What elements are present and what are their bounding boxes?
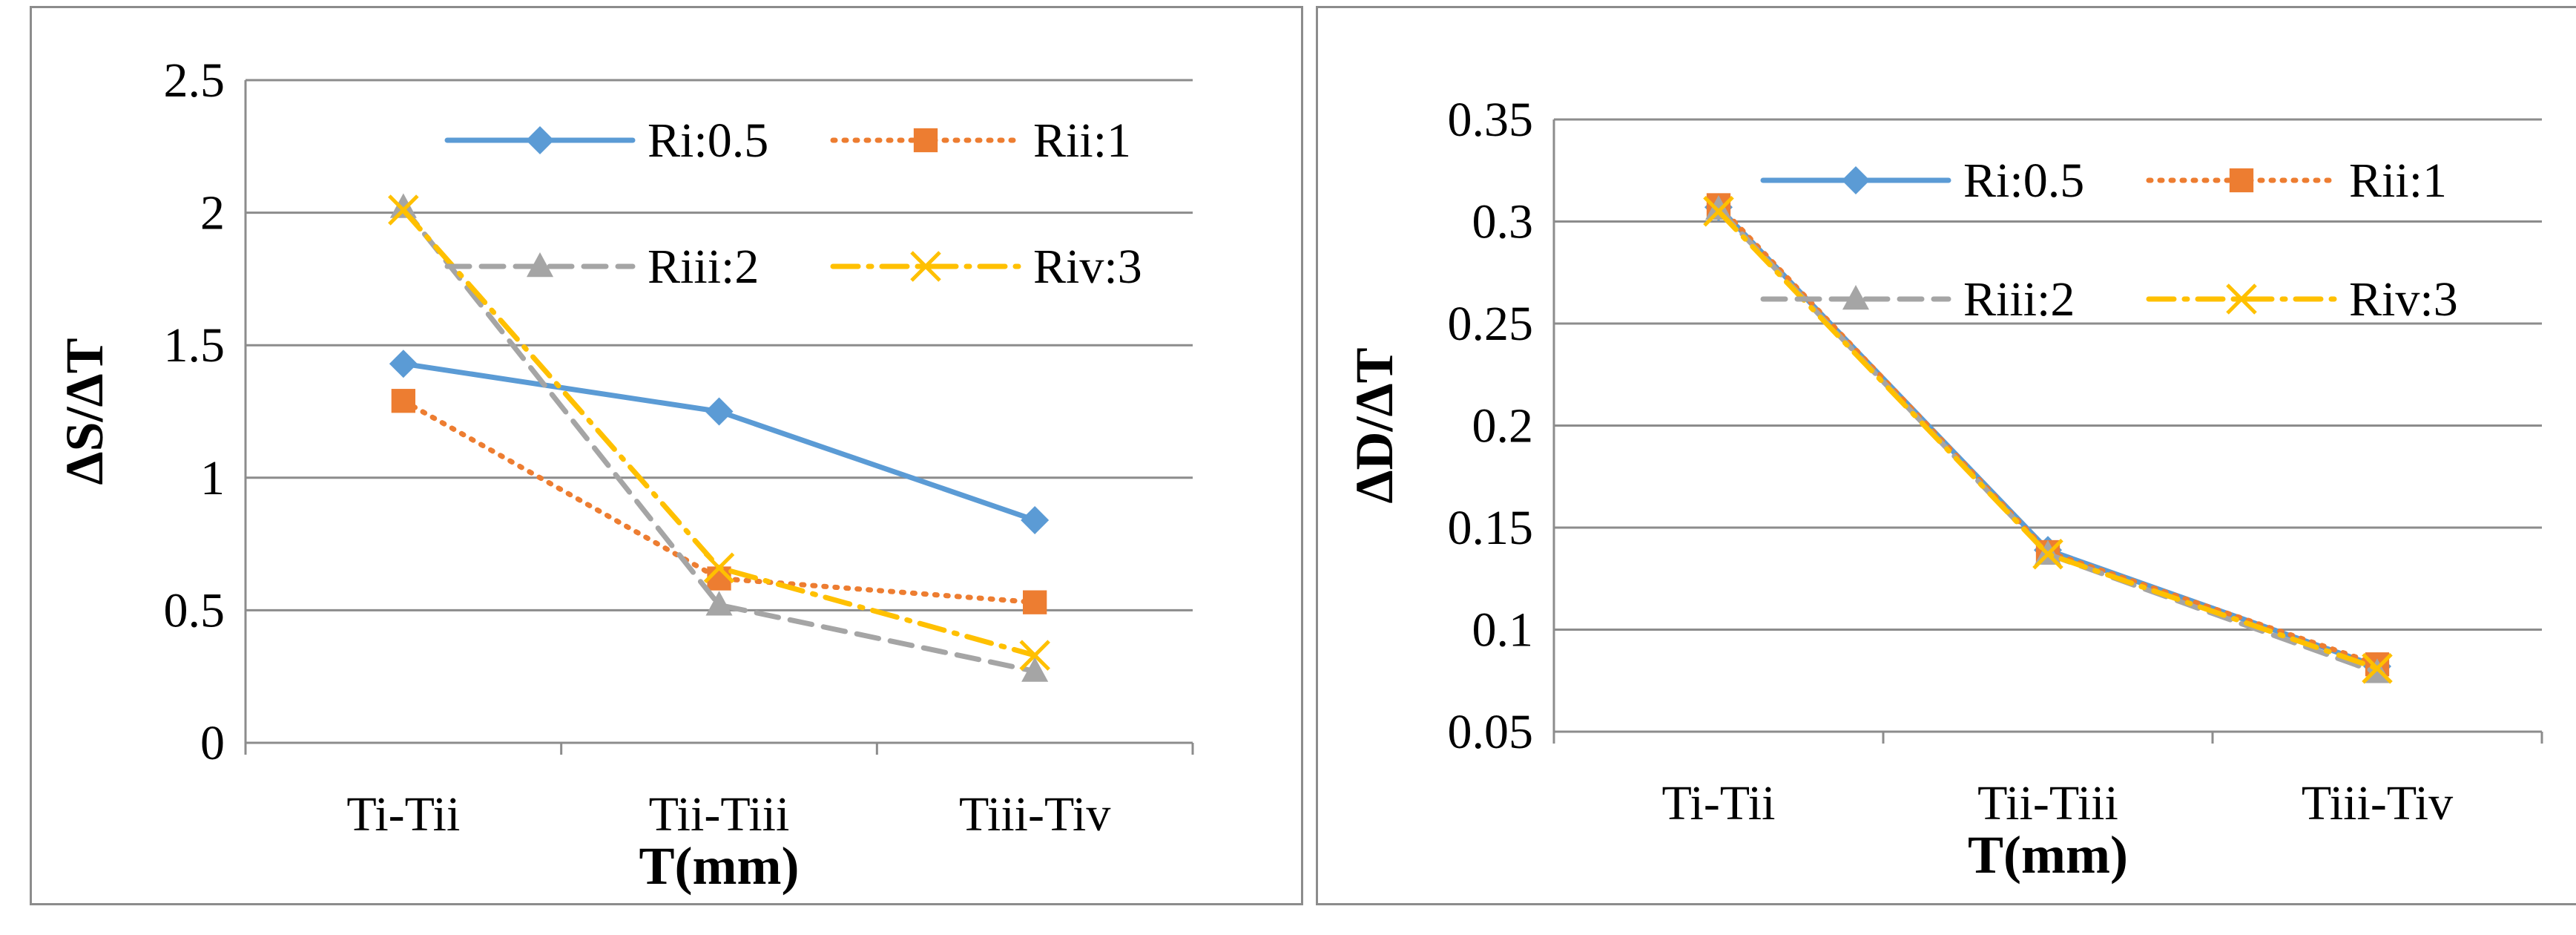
y-axis-title: ΔD/ΔT [1345,347,1404,503]
data-point-left-1-2 [1023,590,1047,614]
data-point-right-2-0 [1704,195,1733,220]
legend-label-right-2: Riii:2 [1963,272,2075,327]
data-point-left-2-1 [705,591,733,616]
x-tick-label: Tiii-Tiv [959,787,1110,842]
legend-marker-right-3 [2226,283,2257,315]
legend-label-right-1: Rii:1 [2349,154,2447,208]
x-tick-label: Ti-Tii [346,787,460,842]
y-tick-label: 1 [200,451,225,505]
legend-label-right-0: Ri:0.5 [1963,154,2084,208]
chart-panel-left: 0 0.5 1 1.5 2 2.5 Ti-Tii Tii-Tiii Tiii-Tiv T(mm) Δ… [30,6,1303,905]
data-point-left-0-2 [1021,505,1050,534]
data-point-left-0-1 [705,397,734,426]
legend-marker-left-3 [910,251,941,282]
data-point-right-3-1 [2032,538,2063,570]
data-point-left-2-0 [389,193,417,218]
x-tick-label: Tiii-Tiv [2302,776,2453,830]
data-point-right-3-2 [2362,652,2393,684]
legend-label-left-1: Rii:1 [1033,114,1131,168]
y-tick-label: 0.1 [1472,603,1534,657]
legend-marker-left-2 [526,252,554,278]
data-point-right-3-0 [1703,195,1734,227]
y-tick-label: 2.5 [164,53,225,108]
legend-label-left-0: Ri:0.5 [648,114,768,168]
y-tick-label: 0.05 [1448,705,1534,759]
legend-label-left-3: Riv:3 [1033,240,1142,294]
y-tick-label: 0.35 [1448,93,1534,147]
y-tick-label: 0.15 [1448,501,1534,555]
y-tick-label: 0.3 [1472,195,1534,249]
y-tick-label: 0 [200,716,225,770]
y-axis-title: ΔS/ΔT [55,338,114,485]
legend-marker-left-0 [526,126,554,154]
x-tick-label: Tii-Tiii [1977,776,2118,830]
y-tick-label: 2 [200,186,225,240]
data-point-left-3-0 [388,194,419,226]
series-line-left-0 [401,361,1038,523]
data-point-left-1-0 [391,389,415,413]
y-tick-label: 0.2 [1472,399,1534,453]
y-tick-label: 0.25 [1448,297,1534,351]
data-point-left-0-0 [389,350,418,378]
legend-label-right-3: Riv:3 [2349,272,2458,327]
legend-marker-right-2 [1842,285,1870,310]
x-axis-title: T(mm) [1968,825,2128,885]
chart-svg-left: 0 0.5 1 1.5 2 2.5 Ti-Tii Tii-Tiii Tiii-Tiv T(mm) Δ… [55,53,1194,896]
y-tick-label: 0.5 [164,583,225,637]
data-point-left-3-2 [1019,640,1050,671]
legend-marker-right-1 [2229,168,2254,193]
x-tick-label: Tii-Tiii [649,787,790,842]
legend-marker-right-0 [1842,166,1870,194]
x-tick-label: Ti-Tii [1662,776,1776,830]
data-point-left-2-2 [1021,657,1049,682]
series-line-left-2 [401,204,1038,675]
x-axis-title: T(mm) [639,836,800,896]
legend-marker-left-1 [913,128,938,153]
data-point-left-3-1 [703,552,735,584]
legend-label-left-2: Riii:2 [648,240,759,294]
series-line-left-1 [401,398,1038,606]
chart-panel-right: 0.05 0.1 0.15 0.2 0.25 0.3 0.35 Ti-Tii Tii-Tiii T… [1316,6,2576,905]
y-tick-label: 1.5 [164,318,225,373]
